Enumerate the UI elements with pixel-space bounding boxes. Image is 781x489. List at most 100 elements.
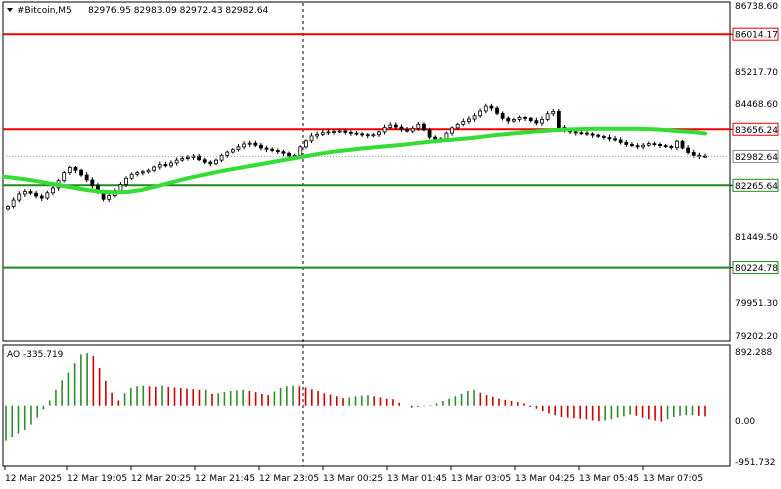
candle-body <box>467 118 471 122</box>
time-label: 12 Mar 23:05 <box>259 474 319 484</box>
candle-body <box>281 151 286 154</box>
candle-body <box>585 132 589 135</box>
candle-body <box>124 177 128 185</box>
candle-body <box>34 192 39 197</box>
time-label: 13 Mar 05:45 <box>579 474 639 484</box>
time-label: 13 Mar 01:45 <box>387 474 447 484</box>
candle-body <box>219 154 224 161</box>
candle-body <box>298 146 303 156</box>
level-badge <box>732 261 779 275</box>
candle-body <box>17 193 22 201</box>
candle-body <box>129 173 134 179</box>
candle-body <box>461 121 466 125</box>
candle-body <box>635 145 640 148</box>
candle-body <box>506 117 511 122</box>
level-badge-label: 86014.17 <box>735 31 778 41</box>
symbol-label: #Bitcoin,M5 <box>17 6 72 16</box>
level-badge <box>732 178 779 192</box>
ohlc-label: 82976.95 82983.09 82972.43 82982.64 <box>88 6 269 16</box>
candle-body <box>11 199 16 207</box>
candle-body <box>573 131 578 134</box>
candle-body <box>613 138 617 141</box>
candle-body <box>174 159 179 164</box>
candle-body <box>247 142 252 145</box>
level-badge-label: 80224.78 <box>735 264 778 274</box>
candle-body <box>427 129 432 138</box>
candle-body <box>264 147 269 150</box>
candle-body <box>259 144 263 149</box>
candle-body <box>332 131 336 133</box>
candle-body <box>79 169 83 176</box>
candle-body <box>377 131 381 136</box>
candle-body <box>455 123 460 129</box>
candle-body <box>326 131 331 134</box>
ao-tick: -951.732 <box>735 458 775 468</box>
level-lines <box>3 33 730 269</box>
candles <box>6 103 707 211</box>
candle-body <box>90 179 95 186</box>
candle-body <box>236 146 241 151</box>
candle-body <box>6 206 10 210</box>
candle-body <box>62 172 67 182</box>
candle-body <box>495 107 499 114</box>
candle-body <box>309 135 314 142</box>
candle-body <box>39 195 44 199</box>
candle-body <box>67 166 72 174</box>
candle-body <box>163 164 168 167</box>
level-badge-label: 83656.24 <box>735 126 778 136</box>
level-badge <box>732 122 779 136</box>
ao-histogram <box>5 353 706 441</box>
candle-body <box>422 123 426 131</box>
candle-body <box>304 140 308 148</box>
candle-body <box>118 183 123 192</box>
price-tick: 79951.30 <box>735 299 778 309</box>
candle-body <box>371 134 376 137</box>
candle-body <box>590 133 595 136</box>
candle-body <box>517 117 522 120</box>
candle-body <box>556 110 561 128</box>
price-badges: 86014.17 83656.24 82265.64 80224.78 82982.64 <box>730 27 779 275</box>
ao-axis: 892.288 0.00 -951.732 <box>735 348 775 468</box>
candle-body <box>601 135 606 138</box>
ao-tick: 892.288 <box>735 348 772 358</box>
candle-body <box>450 127 454 134</box>
candle-body <box>658 144 662 147</box>
candle-body <box>579 132 584 135</box>
candle-body <box>444 132 449 140</box>
candle-body <box>169 162 173 167</box>
dropdown-triangle-icon[interactable] <box>7 8 13 12</box>
candle-body <box>337 130 342 133</box>
time-label: 12 Mar 2025 <box>5 474 62 484</box>
candle-body <box>416 123 421 129</box>
time-label: 13 Mar 03:05 <box>451 474 511 484</box>
price-tick: 86738.60 <box>735 2 778 12</box>
ao-tick: 0.00 <box>735 417 755 427</box>
candle-body <box>545 113 550 120</box>
candle-body <box>528 117 533 122</box>
candle-body <box>22 191 27 195</box>
time-label: 12 Mar 19:05 <box>67 474 127 484</box>
candle-body <box>365 134 370 137</box>
candle-body <box>652 143 657 146</box>
candle-body <box>225 151 230 156</box>
candle-body <box>73 166 78 171</box>
candle-body <box>45 192 50 199</box>
candle-body <box>663 145 668 148</box>
candle-body <box>596 134 601 137</box>
candle-body <box>551 110 556 115</box>
candle-body <box>393 124 398 128</box>
candle-body <box>28 191 33 194</box>
time-axis: 12 Mar 2025 12 Mar 19:05 12 Mar 20:25 12 Ma… <box>4 466 703 484</box>
candle-body <box>343 130 348 133</box>
candle-body <box>242 143 246 148</box>
candle-body <box>214 159 218 165</box>
time-label: 12 Mar 20:25 <box>131 474 191 484</box>
candle-body <box>472 115 477 120</box>
candle-body <box>489 105 494 109</box>
candle-body <box>410 127 415 132</box>
candle-body <box>157 164 162 168</box>
candle-body <box>146 169 151 173</box>
candle-body <box>686 147 691 153</box>
candle-body <box>141 171 145 174</box>
